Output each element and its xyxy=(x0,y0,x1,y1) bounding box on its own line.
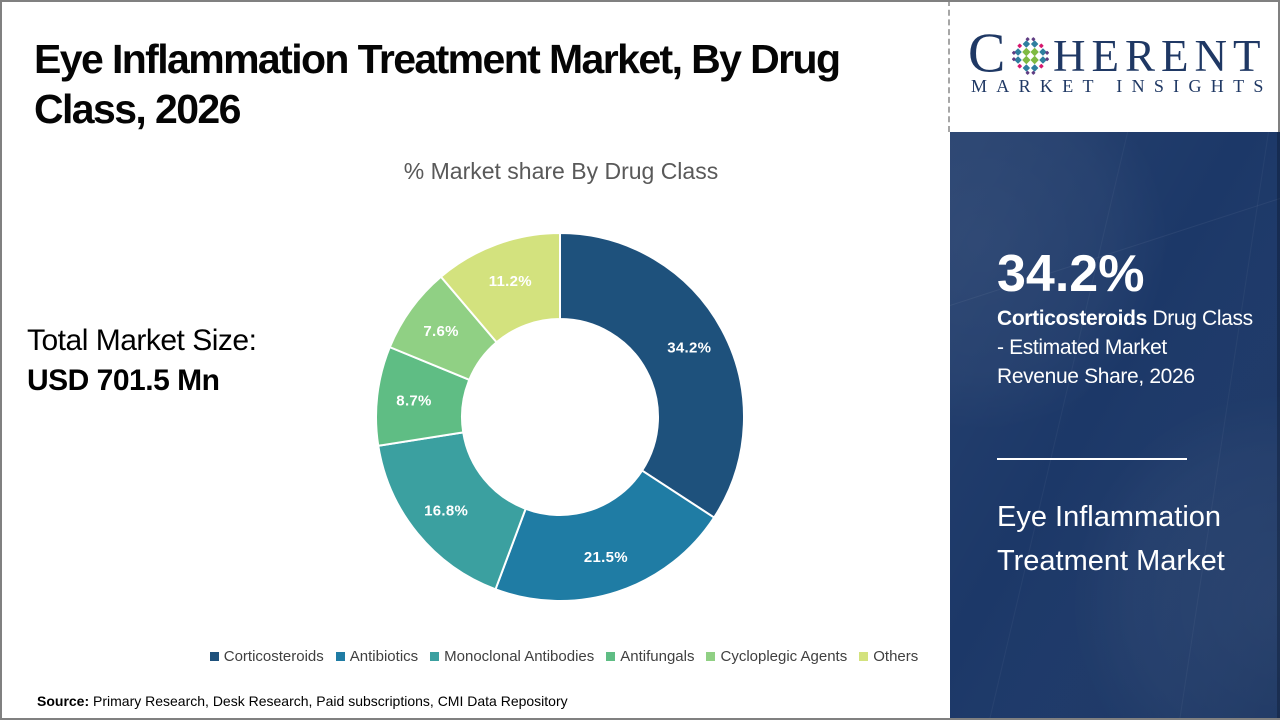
svg-text:16.8%: 16.8% xyxy=(424,503,468,520)
svg-text:11.2%: 11.2% xyxy=(489,273,532,290)
svg-text:34.2%: 34.2% xyxy=(667,340,711,357)
svg-text:21.5%: 21.5% xyxy=(584,549,628,566)
svg-text:C: C xyxy=(968,23,1005,85)
svg-text:HERENT: HERENT xyxy=(1053,31,1266,81)
svg-text:7.6%: 7.6% xyxy=(423,323,458,340)
svg-text:MARKET INSIGHTS: MARKET INSIGHTS xyxy=(971,76,1273,96)
svg-text:8.7%: 8.7% xyxy=(396,393,431,410)
